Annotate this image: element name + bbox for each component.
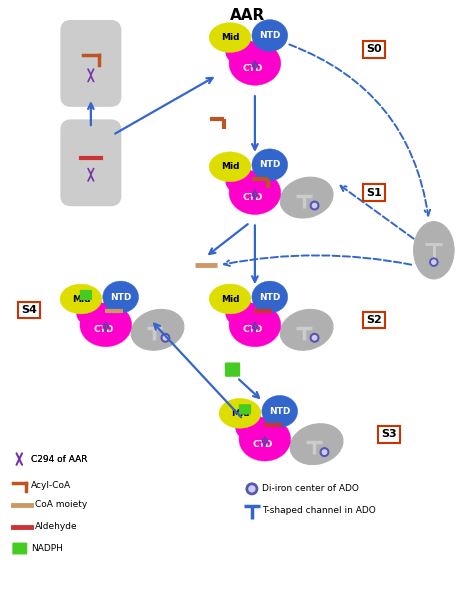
- Ellipse shape: [209, 284, 251, 314]
- Ellipse shape: [209, 23, 251, 53]
- Ellipse shape: [226, 300, 256, 326]
- Text: S0: S0: [366, 44, 382, 54]
- Ellipse shape: [219, 398, 261, 428]
- FancyBboxPatch shape: [81, 291, 91, 300]
- Text: S3: S3: [381, 429, 397, 439]
- Ellipse shape: [226, 168, 256, 194]
- Circle shape: [312, 335, 317, 340]
- Ellipse shape: [262, 395, 298, 427]
- Text: CTD: CTD: [253, 440, 273, 448]
- Text: C294 of AAR: C294 of AAR: [31, 454, 88, 463]
- Text: AAR: AAR: [230, 8, 265, 23]
- Text: S1: S1: [366, 188, 382, 197]
- Ellipse shape: [236, 414, 266, 440]
- Text: NTD: NTD: [259, 160, 281, 169]
- Ellipse shape: [252, 281, 288, 313]
- FancyBboxPatch shape: [239, 405, 250, 414]
- Ellipse shape: [290, 424, 343, 465]
- Text: CTD: CTD: [243, 193, 263, 202]
- Text: Mid: Mid: [221, 33, 239, 42]
- Ellipse shape: [229, 303, 281, 347]
- Ellipse shape: [245, 42, 275, 65]
- Ellipse shape: [280, 177, 333, 218]
- Ellipse shape: [209, 152, 251, 182]
- Ellipse shape: [131, 309, 184, 350]
- Text: CTD: CTD: [93, 325, 114, 334]
- Text: S4: S4: [21, 305, 37, 315]
- Text: CTD: CTD: [243, 325, 263, 334]
- FancyBboxPatch shape: [61, 120, 121, 206]
- Text: Mid: Mid: [221, 294, 239, 304]
- Ellipse shape: [103, 281, 138, 313]
- Circle shape: [320, 448, 329, 456]
- Circle shape: [310, 333, 319, 342]
- Ellipse shape: [245, 304, 275, 326]
- Ellipse shape: [77, 300, 107, 326]
- Ellipse shape: [252, 20, 288, 51]
- Text: Acyl-CoA: Acyl-CoA: [31, 481, 72, 490]
- Text: C294 of AAR: C294 of AAR: [31, 454, 88, 463]
- Text: CoA moiety: CoA moiety: [35, 501, 87, 509]
- Ellipse shape: [252, 149, 288, 181]
- Ellipse shape: [245, 172, 275, 194]
- Circle shape: [432, 260, 436, 264]
- Ellipse shape: [239, 417, 291, 461]
- Text: T-shaped channel in ADO: T-shaped channel in ADO: [262, 507, 375, 515]
- Circle shape: [161, 333, 170, 342]
- Text: NTD: NTD: [259, 31, 281, 40]
- Text: NTD: NTD: [269, 407, 291, 416]
- Text: Di-iron center of ADO: Di-iron center of ADO: [262, 484, 359, 493]
- Ellipse shape: [229, 171, 281, 215]
- Circle shape: [249, 486, 255, 492]
- Text: NTD: NTD: [259, 292, 281, 301]
- Circle shape: [429, 258, 438, 266]
- Ellipse shape: [226, 38, 256, 65]
- Ellipse shape: [255, 418, 285, 440]
- Circle shape: [163, 335, 168, 340]
- Text: NTD: NTD: [110, 292, 131, 301]
- FancyBboxPatch shape: [13, 543, 27, 554]
- Text: S2: S2: [366, 315, 382, 325]
- Text: Mid: Mid: [231, 409, 249, 418]
- Circle shape: [322, 450, 327, 454]
- Circle shape: [310, 201, 319, 210]
- Ellipse shape: [60, 284, 102, 314]
- FancyBboxPatch shape: [61, 21, 121, 106]
- Text: CTD: CTD: [243, 64, 263, 73]
- Ellipse shape: [96, 304, 126, 326]
- Text: Aldehyde: Aldehyde: [35, 522, 78, 531]
- Text: NADPH: NADPH: [31, 544, 63, 553]
- Text: Mid: Mid: [221, 162, 239, 171]
- Circle shape: [312, 203, 317, 208]
- Ellipse shape: [280, 309, 333, 350]
- FancyBboxPatch shape: [226, 363, 239, 376]
- Text: Mid: Mid: [72, 294, 90, 304]
- Ellipse shape: [80, 303, 132, 347]
- Ellipse shape: [229, 41, 281, 86]
- Circle shape: [246, 483, 258, 495]
- Ellipse shape: [413, 221, 454, 279]
